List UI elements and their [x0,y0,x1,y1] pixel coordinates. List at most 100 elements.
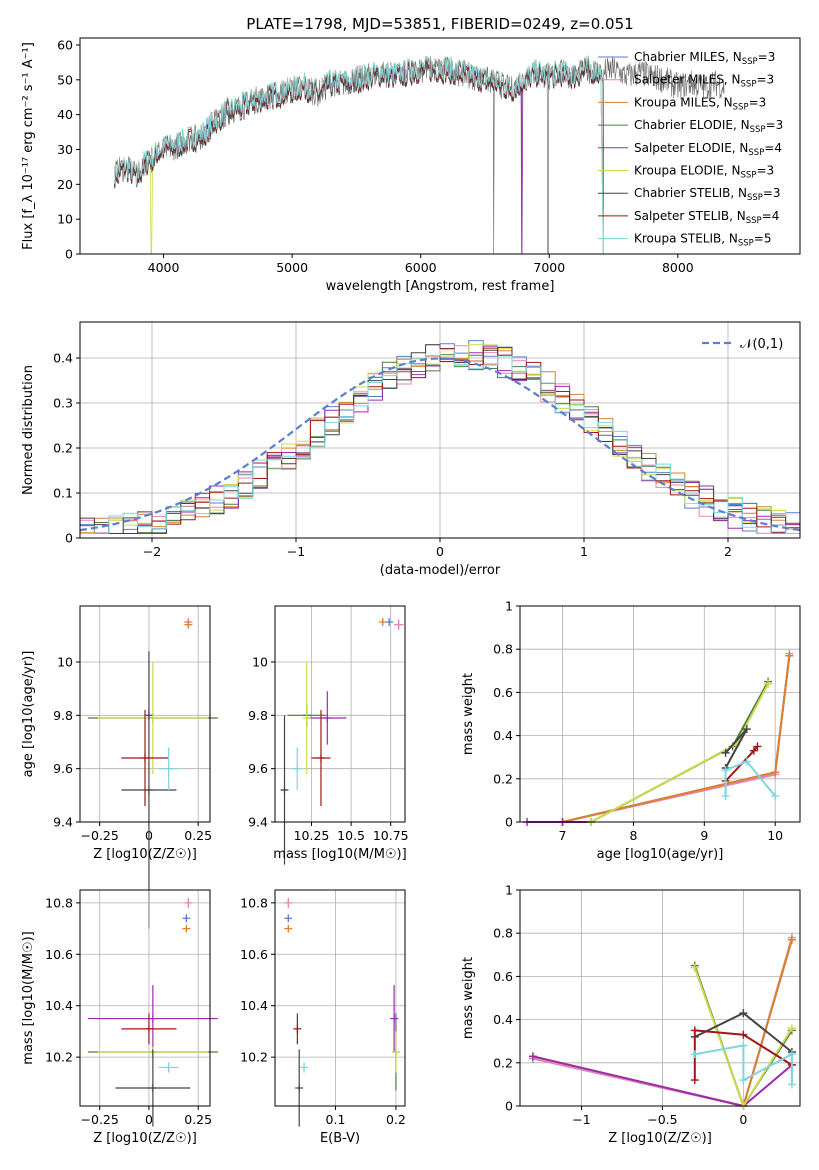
x-axis-label: mass [log10(M/M☉)] [273,847,406,862]
y-tick-label: 0.4 [493,1012,513,1027]
panel-mass-age: 10.25 10.5 10.75 9.4 9.6 9.8 10 mass [log10(M/M… [248,605,409,865]
y-tick-label: 10.2 [240,1050,268,1065]
weight-marker [528,1052,537,1061]
plot-area [528,933,796,1110]
panel-ebv-mass: 0.1 0.2 10.2 10.4 10.6 10.8 E(B-V) [240,889,406,1146]
y-tick-label: 0.4 [493,728,513,743]
model-spectrum-line [114,57,602,254]
y-tick-label: 10.8 [45,895,73,910]
data-point [280,715,289,865]
data-point [293,747,302,790]
legend-subscript: SSP [750,125,766,135]
x-tick-label: 10.75 [373,828,409,843]
y-tick-label: 40 [57,107,73,122]
y-tick-label: 10 [252,655,268,670]
y-tick-label: 0.8 [493,926,513,941]
plot-frame [274,605,406,823]
plot-area [87,897,218,1127]
plot-frame [519,605,801,823]
weight-line [590,683,769,823]
y-tick-label: 0 [65,531,73,546]
weight-marker [721,766,730,775]
legend-subscript: SSP [747,193,763,203]
x-axis-label: wavelength [Angstrom, rest frame] [326,279,555,294]
x-tick-label: 0 [739,1112,747,1127]
data-point [393,619,404,630]
legend-subscript: SSP [741,80,757,90]
weight-marker [787,1080,796,1089]
plot-area [87,618,218,929]
legend-label: Kroupa STELIB, NSSP=5 [634,232,772,249]
legend: Chabrier MILES, NSSP=3 Salpeter MILES, NS… [598,50,783,249]
y-tick-label: 10.6 [45,947,73,962]
y-tick-label: 0.6 [493,969,513,984]
legend: 𝒩(0,1) [702,337,783,352]
plot-frame [79,605,211,823]
data-point [97,662,209,774]
legend-label: Salpeter STELIB, NSSP=4 [634,209,779,226]
weight-marker [690,963,699,972]
x-axis-label: Z [log10(Z/Z☉)] [93,847,197,862]
y-axis-label: Normed distribution [21,365,36,495]
weight-marker [690,1050,699,1059]
y-tick-label: 0.4 [53,351,73,366]
data-point [311,710,331,806]
y-axis-label: Flux [f_λ 10⁻¹⁷ erg cm⁻² s⁻¹ A⁻¹] [21,42,36,250]
y-tick-label: 60 [57,37,73,52]
y-tick-label: 10.8 [240,895,268,910]
legend-subscript: SSP [741,171,757,181]
x-axis-label: E(B-V) [320,1131,360,1146]
legend-value: =4 [762,209,780,223]
data-point [295,1049,304,1127]
y-tick-label: 10.4 [240,998,268,1013]
y-axis-label: mass weight [461,957,476,1039]
weight-marker [739,1030,748,1039]
x-axis-label: Z [log10(Z/Z☉)] [93,1131,197,1146]
y-tick-label: 1 [505,599,513,614]
weight-marker [785,651,794,660]
y-tick-label: 0.8 [493,642,513,657]
plot-frame [79,37,801,255]
data-point [184,620,193,629]
y-tick-label: 9.6 [53,761,73,776]
data-point [391,1031,400,1073]
x-tick-label: 0.25 [184,1112,212,1127]
data-point [121,710,169,806]
y-tick-label: 50 [57,72,73,87]
y-axis-label: mass weight [461,673,476,755]
model-spectrum-line [114,55,604,254]
x-tick-label: 4000 [148,260,180,275]
data-point [87,985,218,1052]
x-tick-label: 5000 [276,260,308,275]
y-tick-label: 9.4 [248,815,268,830]
x-tick-label: 7000 [533,260,565,275]
x-tick-label: 7 [559,828,567,843]
data-point [302,662,311,774]
weight-marker [771,792,780,801]
panel-residuals: −2 −1 0 1 2 0 0.1 0.2 0.3 0.4 𝒩(0,1) (data-model)/e… [21,321,801,578]
legend-label: Salpeter ELODIE, NSSP=4 [634,141,782,158]
panel-z-mass: −0.25 0 0.25 10.2 10.4 10.6 10.8 Z [log10(Z/Z☉)… [21,889,218,1146]
y-tick-label: 9.4 [53,815,73,830]
y-tick-label: 9.6 [248,761,268,776]
data-point [284,914,293,923]
legend-value: =3 [758,50,776,64]
data-point [284,897,293,908]
x-tick-label: 10.25 [294,828,330,843]
panel-z-weight: −1 −0.5 0 0 0.2 0.4 0.6 0.8 1 Z [log10(Z/Z☉)] mass… [461,883,801,1146]
x-tick-label: 0.25 [184,828,212,843]
x-tick-label: 10.5 [337,828,365,843]
weight-marker [739,1076,748,1085]
y-axis-label: age [log10(age/yr)] [21,651,36,778]
weight-marker [739,1041,748,1050]
legend-subscript: SSP [738,239,754,249]
data-point [184,897,193,908]
y-tick-label: 9.8 [53,708,73,723]
y-tick-label: 10.6 [240,947,268,962]
y-tick-label: 30 [57,142,73,157]
legend-value: =5 [754,232,772,246]
plot-area [523,649,794,826]
legend-subscript: SSP [746,216,762,226]
x-tick-label: 0 [436,544,444,559]
x-tick-label: −1 [287,544,305,559]
